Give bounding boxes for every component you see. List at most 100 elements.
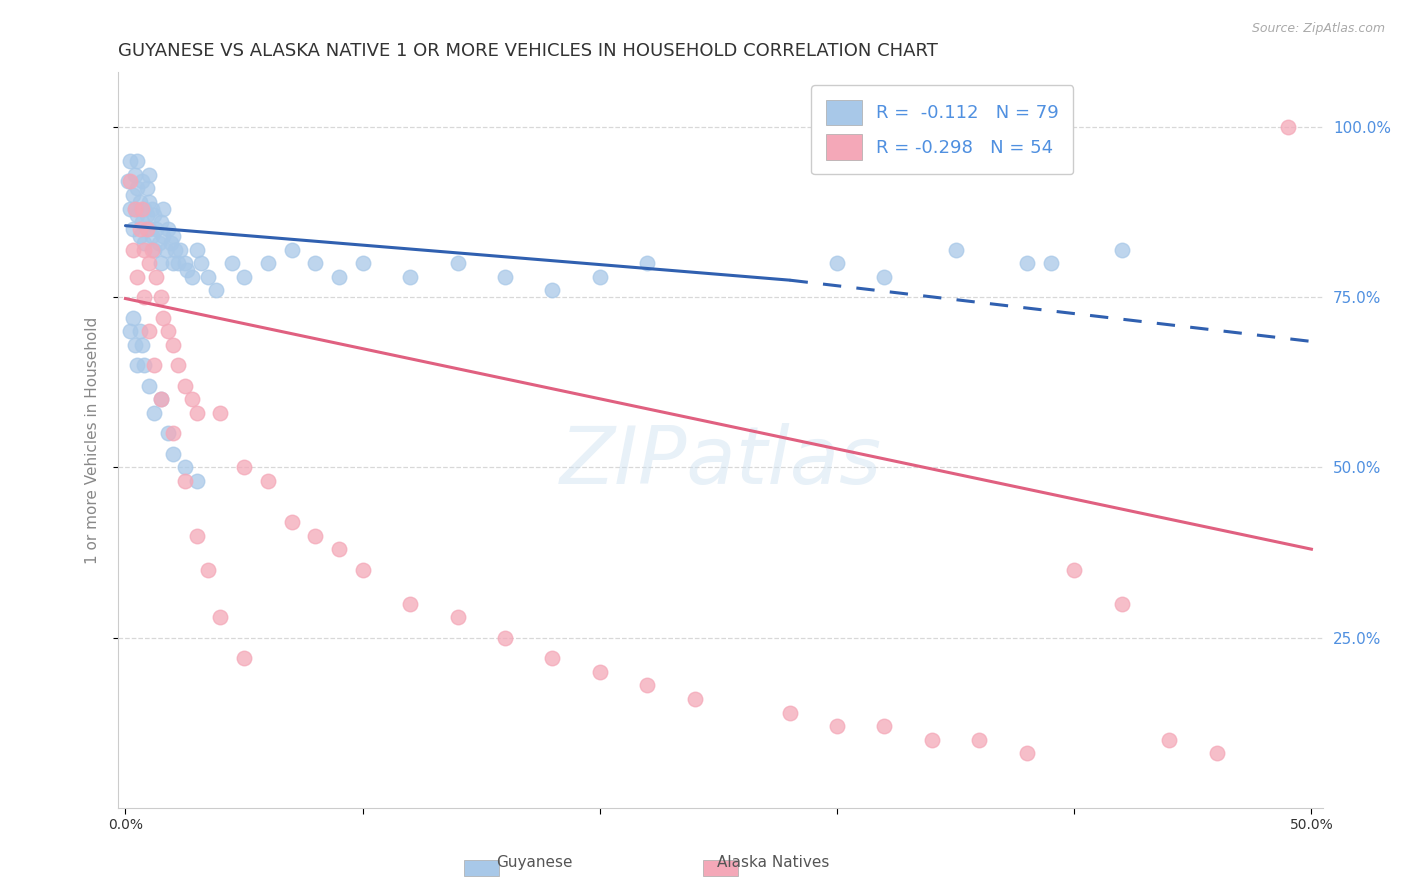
Point [233, 269, 256, 284]
Point [124, 338, 146, 352]
Point [636, 256, 658, 270]
Point [1205, 747, 1227, 761]
Point [148, 235, 170, 250]
Point [1015, 256, 1038, 270]
Point [155, 243, 177, 257]
Point [197, 563, 219, 577]
Point [165, 243, 187, 257]
Point [157, 324, 180, 338]
Point [173, 256, 195, 270]
Point [352, 563, 374, 577]
Point [150, 256, 173, 270]
Point [134, 235, 156, 250]
Point [190, 256, 212, 270]
Point [150, 392, 173, 407]
Point [1277, 120, 1299, 134]
Point [150, 392, 173, 407]
Point [128, 194, 150, 209]
Point [157, 426, 180, 441]
Point [1111, 243, 1133, 257]
Point [138, 194, 160, 209]
Point [162, 256, 184, 270]
Point [141, 228, 163, 243]
Point [176, 263, 198, 277]
Point [150, 290, 173, 304]
Text: ZIPatlas: ZIPatlas [560, 424, 882, 501]
Point [162, 338, 184, 352]
Legend: R =  -0.112   N = 79, R = -0.298   N = 54: R = -0.112 N = 79, R = -0.298 N = 54 [811, 85, 1073, 174]
Text: Alaska Natives: Alaska Natives [717, 855, 830, 870]
Point [131, 174, 153, 188]
Point [173, 474, 195, 488]
Point [120, 202, 142, 216]
Point [173, 378, 195, 392]
Point [589, 665, 612, 679]
Point [142, 359, 165, 373]
Point [186, 243, 208, 257]
Point [128, 324, 150, 338]
Point [494, 269, 516, 284]
Point [636, 678, 658, 692]
Point [233, 651, 256, 665]
Point [209, 406, 232, 420]
Point [121, 222, 143, 236]
Point [145, 269, 167, 284]
Point [138, 168, 160, 182]
Point [541, 651, 564, 665]
Point [779, 706, 801, 720]
Point [1063, 563, 1085, 577]
Point [399, 269, 422, 284]
Point [124, 202, 146, 216]
Point [138, 378, 160, 392]
Point [280, 243, 302, 257]
Point [180, 269, 202, 284]
Point [162, 426, 184, 441]
Point [159, 235, 181, 250]
Point [304, 256, 326, 270]
Point [186, 528, 208, 542]
Point [135, 222, 157, 236]
Point [589, 269, 612, 284]
Point [134, 359, 156, 373]
Point [494, 631, 516, 645]
Point [121, 243, 143, 257]
Point [124, 202, 146, 216]
Point [145, 222, 167, 236]
Point [541, 284, 564, 298]
Point [142, 243, 165, 257]
Point [186, 406, 208, 420]
Text: Source: ZipAtlas.com: Source: ZipAtlas.com [1251, 22, 1385, 36]
Point [945, 243, 967, 257]
Point [169, 243, 191, 257]
Point [1015, 747, 1038, 761]
Point [1159, 732, 1181, 747]
Point [825, 256, 848, 270]
Point [328, 269, 350, 284]
Point [127, 269, 149, 284]
Point [131, 202, 153, 216]
Point [131, 215, 153, 229]
Point [209, 610, 232, 624]
Point [138, 324, 160, 338]
Point [152, 202, 174, 216]
Point [921, 732, 943, 747]
Point [142, 209, 165, 223]
Point [166, 359, 188, 373]
Y-axis label: 1 or more Vehicles in Household: 1 or more Vehicles in Household [86, 317, 100, 564]
Point [127, 359, 149, 373]
Point [135, 209, 157, 223]
Point [873, 269, 896, 284]
Point [399, 597, 422, 611]
Point [1039, 256, 1062, 270]
Point [157, 222, 180, 236]
Point [162, 228, 184, 243]
Point [124, 168, 146, 182]
Point [138, 222, 160, 236]
Point [127, 181, 149, 195]
Point [142, 406, 165, 420]
Point [825, 719, 848, 733]
Point [204, 284, 226, 298]
Point [134, 202, 156, 216]
Point [117, 174, 139, 188]
Point [134, 243, 156, 257]
